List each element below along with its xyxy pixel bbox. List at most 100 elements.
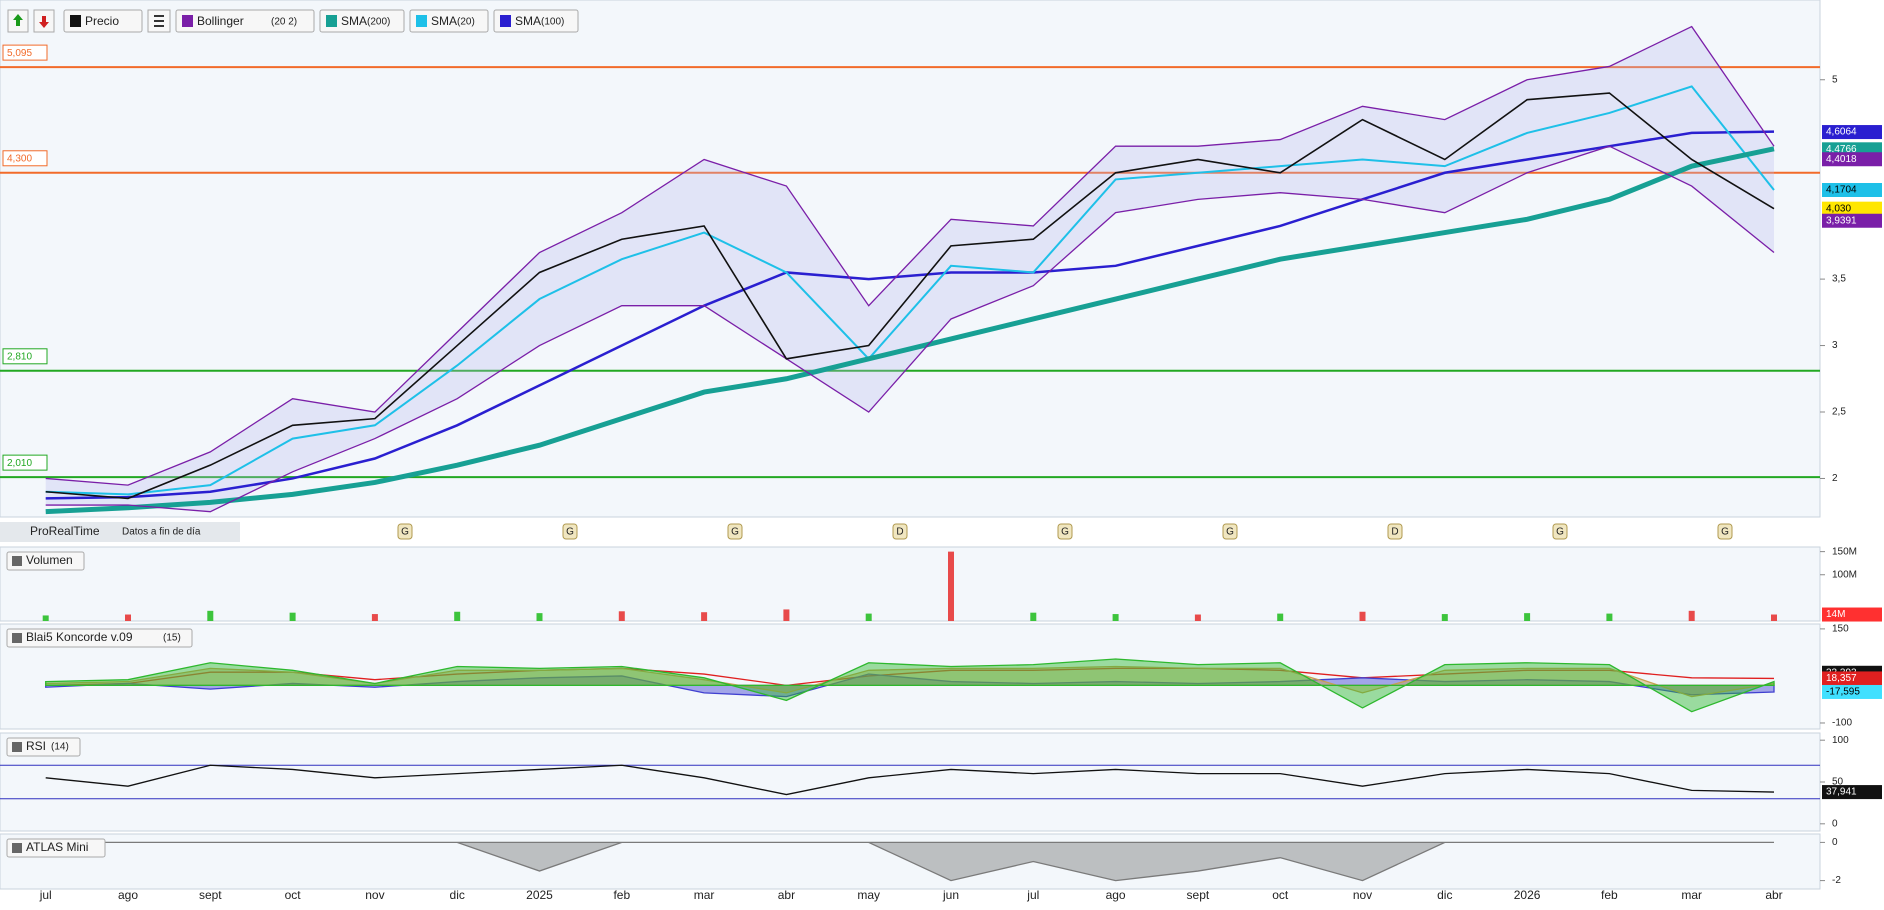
- x-tick-label: feb: [1601, 888, 1618, 902]
- volume-bar: [1030, 612, 1037, 621]
- series-line: [45, 25, 1775, 486]
- y-tick-label: 3: [1832, 340, 1838, 351]
- volume-bar: [1524, 613, 1531, 621]
- event-icon: [397, 523, 413, 540]
- legend-swatch: [416, 15, 427, 27]
- volume-bar: [618, 611, 625, 621]
- value-tag-label: 18,357: [1826, 673, 1857, 684]
- value-tag-label: 4,4766: [1826, 144, 1857, 155]
- x-tick-label: nov: [365, 888, 384, 902]
- panel-label-box: [6, 551, 85, 571]
- event-icon: [562, 523, 578, 540]
- panel-label-box: [6, 838, 106, 858]
- x-tick-label: ago: [1106, 888, 1126, 902]
- area: [45, 658, 1775, 713]
- panel-label: Volumen: [26, 553, 73, 567]
- legend-button[interactable]: [63, 9, 143, 33]
- legend-label: Bollinger: [197, 14, 244, 28]
- panel-bg: [0, 546, 1821, 622]
- volume-bar: [1112, 614, 1119, 621]
- level-box: [2, 454, 48, 471]
- panel-label-box: [6, 628, 193, 648]
- value-tag: [1822, 785, 1882, 800]
- x-tick-label: dic: [1437, 888, 1452, 902]
- y-tick-label: 100: [1832, 735, 1849, 746]
- series-line: [45, 146, 1775, 515]
- panel-label: RSI: [26, 739, 46, 753]
- y-tick-label: 3,5: [1832, 274, 1846, 285]
- panel-label-params: (15): [163, 633, 181, 644]
- level-label: 4,300: [7, 153, 32, 164]
- level-box: [2, 44, 48, 61]
- value-tag-label: 4,6064: [1826, 127, 1857, 138]
- legend-params: (100): [541, 17, 564, 28]
- volume-bar: [865, 613, 872, 621]
- y-tick-label: -100: [1832, 718, 1852, 729]
- legend-params: (20 2): [271, 17, 297, 28]
- x-tick-label: feb: [613, 888, 630, 902]
- panel-label: Blai5 Koncorde v.09: [26, 630, 133, 644]
- series-line: [45, 145, 1775, 513]
- x-tick-label: sept: [199, 888, 222, 902]
- volume-bar: [207, 610, 214, 621]
- event-icon: [892, 523, 908, 540]
- series-line: [45, 667, 1775, 686]
- y-tick-label: -2: [1832, 875, 1841, 886]
- icon-up: [13, 14, 23, 26]
- x-tick-label: oct: [285, 888, 302, 902]
- panel-label-swatch: [12, 556, 22, 566]
- legend-label: SMA: [341, 14, 367, 28]
- x-tick-label: jun: [942, 888, 959, 902]
- event-letter: G: [566, 527, 574, 538]
- level-label: 2,810: [7, 351, 32, 362]
- legend-swatch: [500, 15, 511, 27]
- event-icon: [1387, 523, 1403, 540]
- icon-down: [39, 16, 49, 28]
- legend-label: SMA: [515, 14, 541, 28]
- x-tick-label: dic: [450, 888, 465, 902]
- band-fill: [45, 26, 1775, 512]
- event-letter: G: [401, 527, 409, 538]
- event-icon: [1222, 523, 1238, 540]
- y-tick-label: 150M: [1832, 546, 1857, 557]
- legend-button[interactable]: [409, 9, 489, 33]
- volume-bar: [1359, 611, 1366, 621]
- volume-bar: [783, 609, 790, 621]
- legend-button[interactable]: [175, 9, 315, 33]
- volume-bar: [289, 612, 296, 621]
- volume-bar: [1771, 614, 1777, 621]
- event-letter: D: [1391, 527, 1398, 538]
- x-tick-label: abr: [778, 888, 795, 902]
- legend-button[interactable]: [493, 9, 579, 33]
- x-tick-label: sept: [1187, 888, 1210, 902]
- value-tag-label: 14M: [1826, 609, 1845, 620]
- legend-swatch: [326, 15, 337, 27]
- volume-bar: [1277, 613, 1284, 621]
- x-tick-label: nov: [1353, 888, 1372, 902]
- y-tick-label: 2: [1832, 473, 1838, 484]
- series-line: [45, 130, 1775, 500]
- volume-bar: [1441, 614, 1448, 621]
- event-letter: G: [1721, 527, 1729, 538]
- y-tick-label: 5: [1832, 74, 1838, 85]
- footer-brand: ProRealTime: [30, 524, 100, 538]
- value-tag-label: 4,4018: [1826, 154, 1857, 165]
- legend-params: (200): [367, 17, 390, 28]
- event-letter: G: [731, 527, 739, 538]
- event-icon: [727, 523, 743, 540]
- legend-button[interactable]: [319, 9, 405, 33]
- area: [45, 841, 1774, 882]
- volume-bar: [454, 611, 461, 621]
- legend-swatch: [70, 15, 81, 27]
- value-tag: [1822, 152, 1882, 167]
- event-letter: G: [1226, 527, 1234, 538]
- event-letter: G: [1061, 527, 1069, 538]
- y-tick-label: 50: [1832, 777, 1844, 788]
- value-tag-label: 4,030: [1826, 203, 1851, 214]
- value-tag: [1822, 183, 1882, 198]
- volume-bar: [371, 614, 378, 621]
- volume-bar: [536, 613, 543, 621]
- x-tick-label: oct: [1272, 888, 1289, 902]
- value-tag-label: 3,9391: [1826, 215, 1857, 226]
